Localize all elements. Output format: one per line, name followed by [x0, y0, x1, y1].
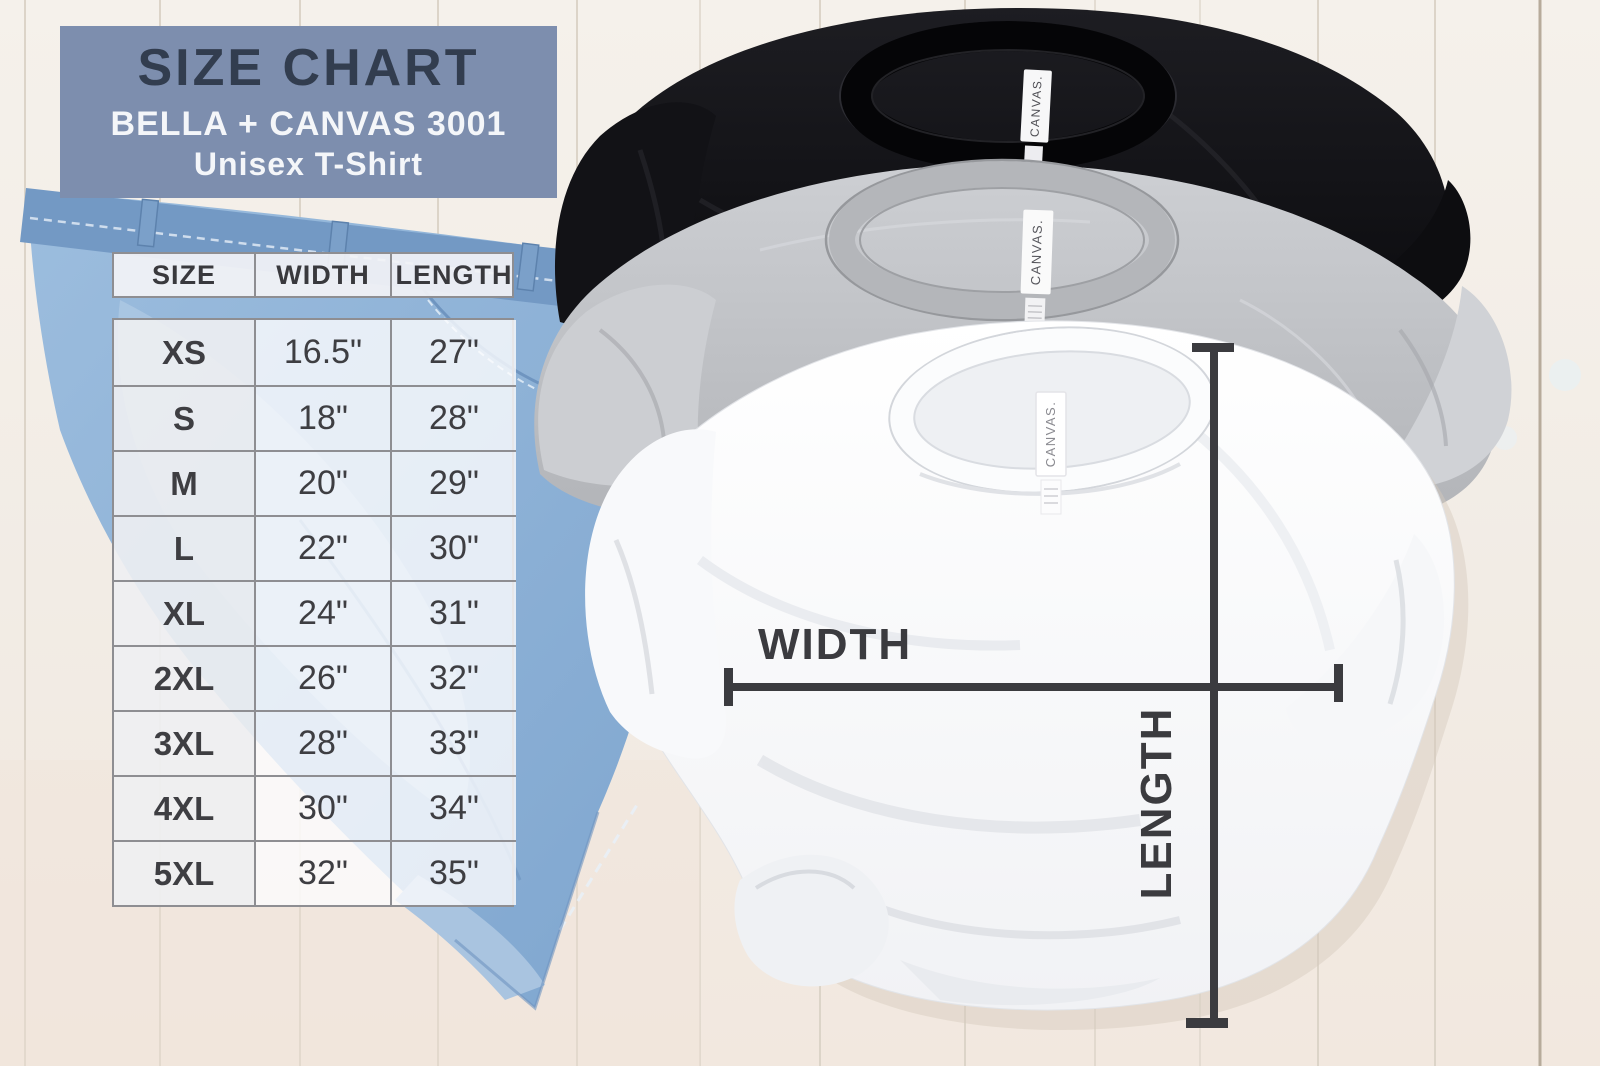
white-shirt-label-text: CANVAS.: [1043, 401, 1058, 468]
white-shirt-care-label: CANVAS.: [1035, 391, 1067, 515]
table-row-width: 30": [254, 775, 390, 840]
table-row-width: 18": [254, 385, 390, 450]
table-row-size: 4XL: [114, 775, 254, 840]
table-row-size: L: [114, 515, 254, 580]
length-measure-line: [1210, 346, 1218, 1026]
table-row-length: 30": [390, 515, 516, 580]
width-measure-label: WIDTH: [758, 620, 913, 669]
black-shirt-label-text: CANVAS.: [1027, 75, 1044, 138]
table-row-width: 32": [254, 840, 390, 905]
table-row-length: 28": [390, 385, 516, 450]
table-row-size: 3XL: [114, 710, 254, 775]
table-row-size: S: [114, 385, 254, 450]
table-row-size: M: [114, 450, 254, 515]
length-measure-label: LENGTH: [1132, 706, 1181, 900]
table-row-size: 5XL: [114, 840, 254, 905]
table-row-size: 2XL: [114, 645, 254, 710]
table-row-width: 24": [254, 580, 390, 645]
size-chart-header: SIZE CHART BELLA + CANVAS 3001 Unisex T-…: [60, 26, 557, 198]
size-chart-title: SIZE CHART: [137, 38, 480, 97]
width-line-left-cap: [724, 668, 733, 706]
length-line-bottom-cap: [1186, 1018, 1228, 1028]
table-row-length: 33": [390, 710, 516, 775]
size-table-header-row: SIZE WIDTH LENGTH: [112, 252, 514, 298]
gray-shirt-care-label: CANVAS.: [1020, 209, 1054, 329]
column-header-length: LENGTH: [390, 254, 516, 296]
table-row-width: 20": [254, 450, 390, 515]
width-line-right-cap: [1334, 664, 1343, 702]
width-measure-line: [728, 683, 1338, 691]
table-row-length: 32": [390, 645, 516, 710]
table-row-length: 35": [390, 840, 516, 905]
size-chart-subtitle-product: BELLA + CANVAS 3001: [110, 105, 507, 144]
black-shirt-care-label: CANVAS.: [1020, 69, 1052, 163]
table-row-length: 31": [390, 580, 516, 645]
gray-shirt-label-text: CANVAS.: [1028, 218, 1045, 285]
column-header-width: WIDTH: [254, 254, 390, 296]
size-chart-subtitle-style: Unisex T-Shirt: [193, 146, 424, 183]
table-row-length: 27": [390, 320, 516, 385]
table-row-width: 22": [254, 515, 390, 580]
measurement-lines: [724, 343, 1343, 1028]
table-row-size: XS: [114, 320, 254, 385]
size-table-body: XS 16.5" 27" S 18" 28" M 20" 29" L 22" 3…: [112, 318, 516, 907]
length-line-top-cap: [1192, 343, 1234, 352]
table-row-size: XL: [114, 580, 254, 645]
table-row-length: 29": [390, 450, 516, 515]
table-row-width: 28": [254, 710, 390, 775]
table-row-width: 26": [254, 645, 390, 710]
table-row-length: 34": [390, 775, 516, 840]
column-header-size: SIZE: [151, 259, 216, 290]
table-row-width: 16.5": [254, 320, 390, 385]
gray-collar-outline: [824, 158, 1180, 322]
